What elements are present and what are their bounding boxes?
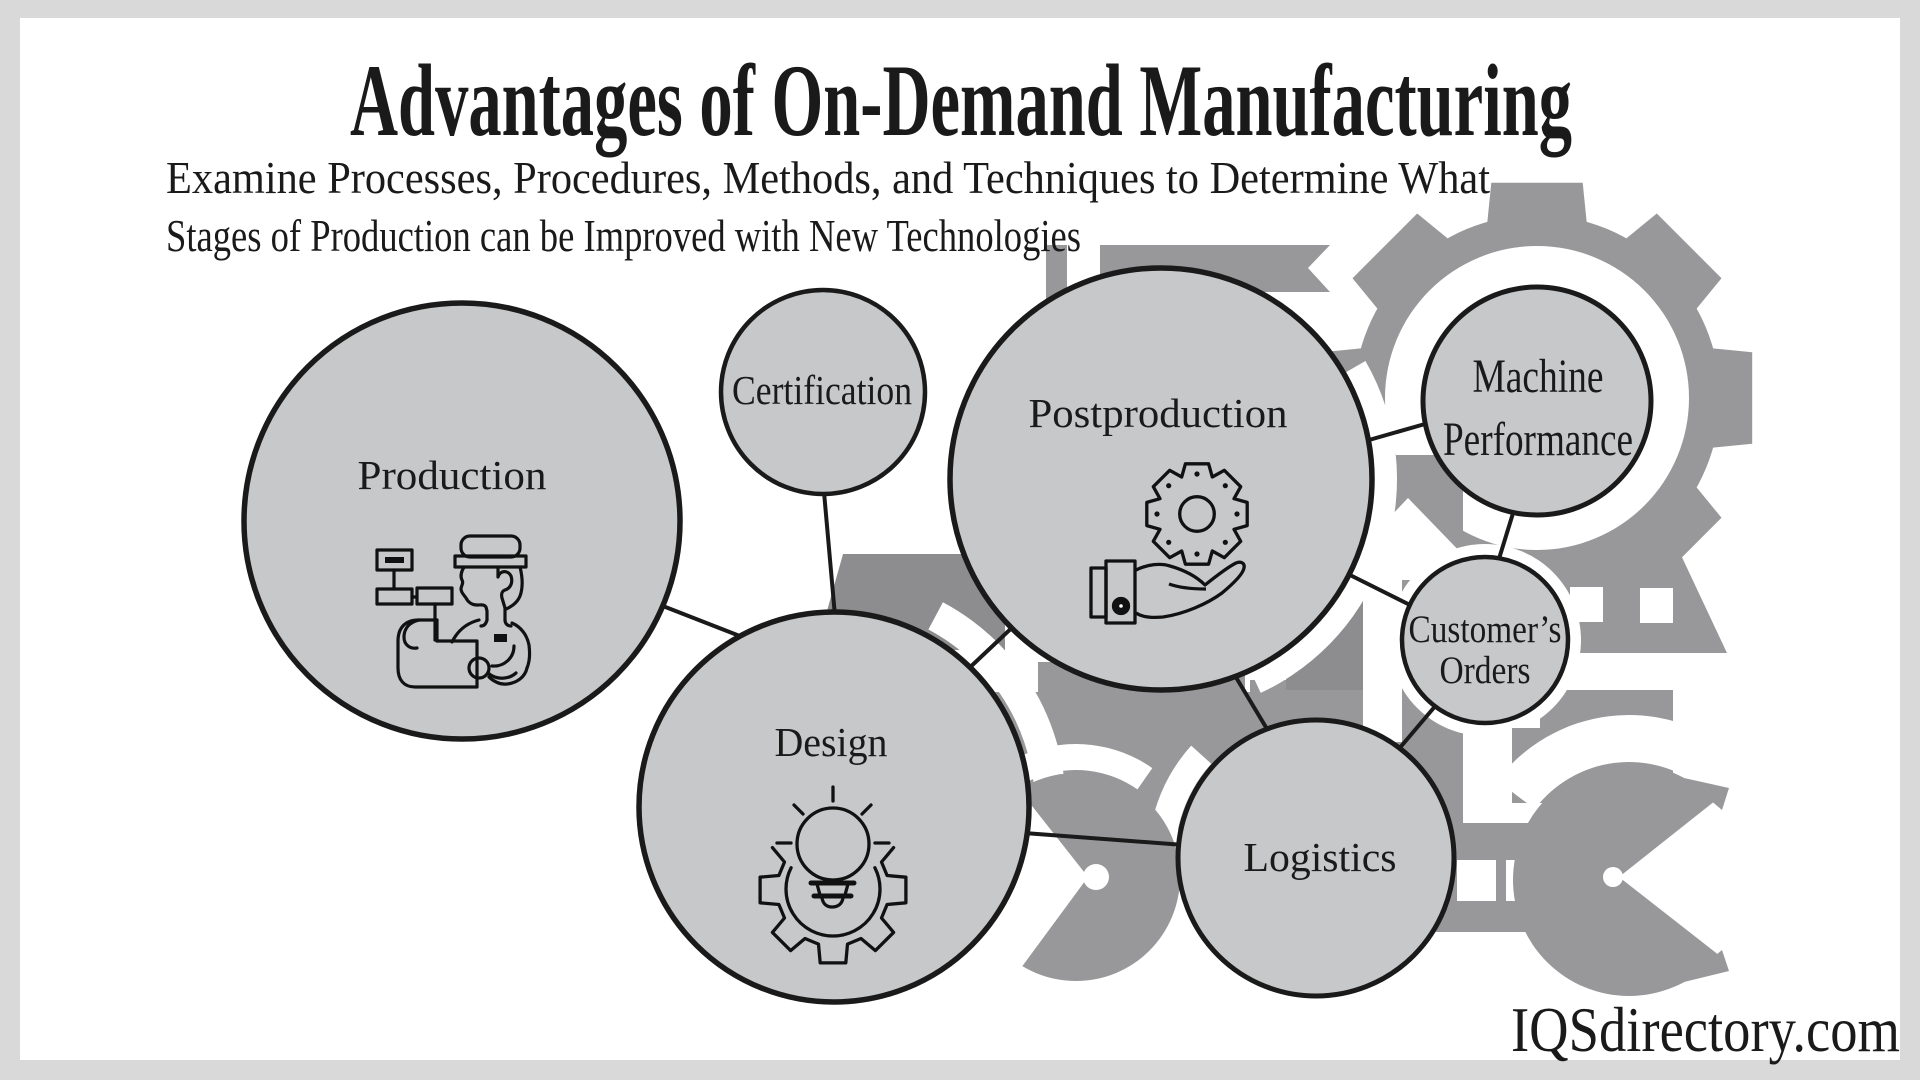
svg-text:Advantages of On-Demand Manufa: Advantages of On-Demand Manufacturing — [350, 44, 1572, 158]
svg-text:Stages of Production can be Im: Stages of Production can be Improved wit… — [166, 210, 1081, 261]
svg-text:Postproduction: Postproduction — [1029, 390, 1288, 436]
svg-text:Certification: Certification — [732, 367, 912, 413]
svg-text:Production: Production — [358, 452, 547, 498]
svg-text:Orders: Orders — [1440, 649, 1531, 692]
svg-text:Machine: Machine — [1473, 350, 1604, 403]
svg-text:Performance: Performance — [1443, 413, 1633, 466]
svg-text:Examine Processes, Procedures,: Examine Processes, Procedures, Methods, … — [166, 152, 1490, 203]
svg-text:IQSdirectory.com: IQSdirectory.com — [1511, 994, 1900, 1065]
svg-text:Customer’s: Customer’s — [1409, 608, 1562, 651]
svg-text:Logistics: Logistics — [1244, 834, 1397, 880]
svg-text:Design: Design — [775, 719, 888, 765]
